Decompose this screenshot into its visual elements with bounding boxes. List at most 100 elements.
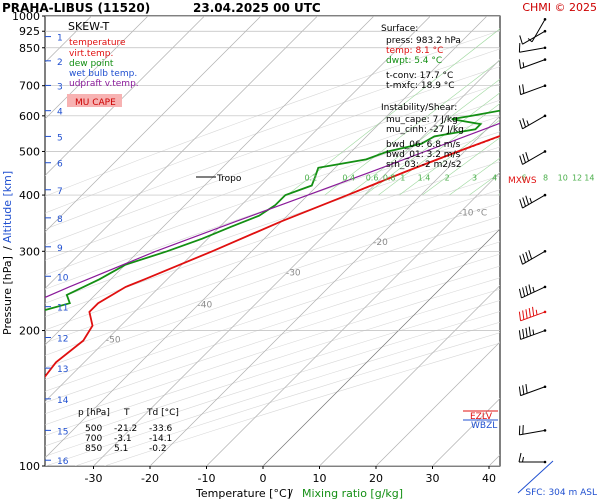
wind-barb-layer [517, 18, 554, 494]
wind-barb [518, 452, 547, 464]
mixing-ratio-label: 1 [400, 173, 405, 182]
altitude-tick-label: 6 [57, 160, 63, 170]
mixing-ratio-label: 3 [472, 173, 477, 182]
instability-mu-cape: mu_cape: 7 J/kg [386, 115, 458, 125]
wind-barb-staff [522, 194, 546, 209]
dry-adiabat [45, 146, 500, 304]
wind-barb [527, 18, 547, 43]
wind-barb-flag [518, 330, 522, 340]
wind-barb-station [543, 249, 547, 253]
x-axis-title-separator: / [289, 487, 293, 500]
wind-barb-station [543, 329, 547, 332]
surface-heading: Surface: [381, 24, 418, 34]
wind-barb-station [543, 385, 547, 389]
mixing-ratio-label: 0.8 [383, 173, 396, 182]
wind-barb-half-flag [532, 329, 535, 335]
wind-barb [519, 150, 547, 165]
legend-item-wet-bulb: wet bulb temp. [69, 69, 137, 79]
wind-barb-half-flag [529, 197, 533, 203]
isotherm-line [262, 228, 500, 466]
mixing-ratio-line [592, 16, 600, 195]
grid-layer [45, 16, 600, 466]
isotherm-line [45, 16, 262, 233]
pressure-tick-label: 100 [19, 460, 40, 473]
wind-barb-flag [528, 250, 533, 260]
wind-barb [518, 284, 547, 299]
x-axis-title: Temperature [°C] [195, 487, 291, 500]
temperature-tick-label: 30 [426, 472, 440, 485]
wind-barb-staff [531, 19, 546, 43]
surface-tconv: t-conv: 17.7 °C [386, 71, 453, 81]
mixing-ratio-label: 0.6 [366, 173, 379, 182]
station-title: PRAHA-LIBUS (11520) [2, 1, 150, 15]
y-axis-title: Pressure [hPa] [1, 256, 14, 335]
instability-mu-cinh: mu_cinh: -27 J/kg [386, 125, 464, 135]
dry-adiabat [45, 131, 500, 290]
wind-barb [518, 306, 547, 322]
isotherm-line [45, 16, 318, 289]
dry-adiabat [45, 189, 500, 344]
wind-barb-flag [518, 386, 522, 396]
wind-barb-flag [518, 311, 522, 321]
instability-bwd-01: bwd_01: 3.2 m/s [386, 150, 461, 160]
wind-barb [518, 425, 547, 436]
wind-barb-flag [522, 329, 525, 339]
temperature-tick-label: 20 [369, 472, 383, 485]
dry-adiabat [45, 265, 500, 415]
wind-barb [519, 193, 547, 209]
altitude-tick-label: 13 [57, 365, 68, 375]
wind-barb-flag [532, 306, 535, 317]
wind-barb-flag [518, 85, 522, 95]
altitude-tick-label: 3 [57, 82, 63, 92]
mxws-label: MXWS [508, 176, 537, 186]
altitude-tick-label: 2 [57, 58, 63, 68]
isotherm-line [45, 16, 431, 402]
mixing-ratio-label: 1.4 [418, 173, 431, 182]
surface-altitude-label: SFC: 304 m ASL [525, 488, 597, 498]
legend: SKEW-T temperature virt.temp. dew point … [67, 20, 139, 108]
isotherm-line [488, 454, 500, 466]
isotherm-line [45, 16, 375, 346]
wind-barb-flag [519, 119, 523, 129]
wind-barb-staff [520, 85, 546, 96]
temperature-tick-label: -20 [141, 472, 159, 485]
wind-barb-flag [519, 35, 523, 45]
legend-title: SKEW-T [68, 20, 110, 33]
wind-barb-flag [519, 255, 523, 265]
isotherm-line [375, 341, 500, 466]
series-line-udpraft-v-temp [45, 122, 500, 299]
wind-barb [519, 29, 547, 45]
dry-adiabat [45, 115, 500, 276]
series-line-temperature [45, 135, 500, 379]
wind-barb-half-flag [522, 62, 525, 68]
wind-barb-staff [519, 429, 546, 436]
axis-layer: 0.20.40.60.811.423468101214172025-50-40-… [12, 10, 600, 485]
table-header-t: T [123, 408, 130, 418]
wind-barb-station [543, 150, 547, 153]
pressure-tick-label: 600 [19, 110, 40, 123]
table-header-td: Td [°C] [146, 408, 179, 418]
y-axis-title-separator: / [1, 246, 14, 250]
x-axis-title-mixing: Mixing ratio [g/kg] [302, 487, 403, 500]
mixing-ratio-line [520, 16, 600, 195]
wind-barb-staff [522, 250, 546, 265]
legend-item-temperature: temperature [69, 38, 126, 48]
legend-item-virt-temp: virt.temp. [69, 49, 113, 59]
wind-barb-staff [520, 59, 546, 69]
surface-parameters: Surface: press: 983.2 hPa temp: 8.1 °C d… [381, 24, 461, 91]
wind-barb-station [543, 460, 547, 464]
dry-adiabat [45, 83, 500, 246]
pressure-tick-label: 700 [19, 80, 40, 93]
wind-barb-flag [525, 309, 528, 319]
pressure-tick-label: 850 [19, 42, 40, 55]
wind-barb-flag [522, 287, 526, 297]
altitude-tick-label: 15 [57, 427, 68, 437]
pressure-tick-label: 925 [19, 25, 40, 38]
wind-barb-staff [520, 311, 546, 322]
mixing-ratio-line [324, 59, 500, 196]
mixing-ratio-line [422, 137, 500, 196]
altitude-tick-label: 11 [57, 304, 68, 314]
table-cell: 5.1 [114, 444, 128, 454]
